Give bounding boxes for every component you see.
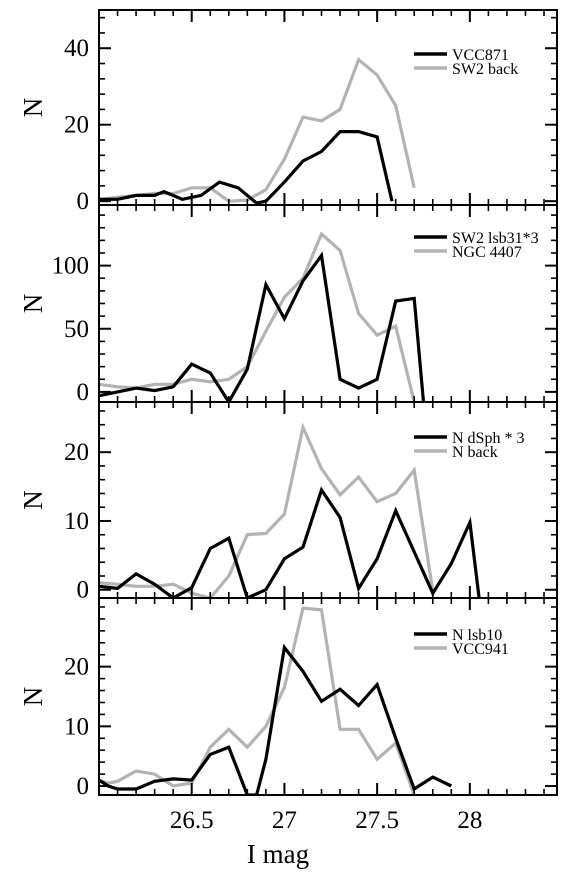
y-tick-label: 40 bbox=[64, 35, 89, 62]
x-tick-label: 27.5 bbox=[355, 807, 399, 834]
y-axis-label: N bbox=[18, 294, 48, 314]
legend-label: VCC871 bbox=[452, 47, 509, 64]
series-line-primary bbox=[99, 643, 452, 795]
panel-3: 0 10 20 N N dSph * 3N back bbox=[18, 401, 558, 604]
legend-label: SW2 lsb31*3 bbox=[452, 230, 539, 247]
panel-frame bbox=[98, 597, 558, 796]
y-axis-label: N bbox=[18, 490, 48, 510]
series-line-secondary bbox=[99, 422, 435, 598]
y-tick-label: 50 bbox=[64, 316, 89, 343]
series-line-primary bbox=[99, 130, 394, 205]
y-tick-label: 0 bbox=[77, 188, 90, 215]
series-line-primary bbox=[99, 251, 426, 402]
series-line-secondary bbox=[99, 606, 416, 795]
x-tick-label: 27 bbox=[272, 807, 297, 834]
legend-label: N lsb10 bbox=[452, 627, 502, 644]
series-line-primary bbox=[99, 486, 481, 598]
y-tick-label: 100 bbox=[52, 253, 90, 280]
y-tick-label: 20 bbox=[64, 654, 89, 681]
series-line-secondary bbox=[99, 57, 416, 203]
y-tick-label: 10 bbox=[64, 508, 89, 535]
legend-label: N back bbox=[452, 444, 498, 461]
legend-label: N dSph * 3 bbox=[452, 430, 524, 447]
panel-frame bbox=[98, 9, 558, 206]
y-tick-label: 0 bbox=[77, 773, 90, 800]
y-tick-label: 20 bbox=[64, 439, 89, 466]
y-tick-label: 20 bbox=[64, 112, 89, 139]
y-tick-label: 10 bbox=[64, 713, 89, 740]
legend-label: NGC 4407 bbox=[452, 244, 522, 261]
legend-label: SW2 back bbox=[452, 61, 518, 78]
y-tick-label: 0 bbox=[77, 577, 90, 604]
y-tick-label: 0 bbox=[77, 379, 90, 406]
legend-label: VCC941 bbox=[452, 641, 509, 658]
y-axis-label: N bbox=[18, 687, 48, 707]
y-axis-label: N bbox=[18, 98, 48, 118]
x-tick-label: 28 bbox=[457, 807, 482, 834]
x-axis-label: I mag bbox=[247, 839, 309, 869]
x-tick-label: 26.5 bbox=[170, 807, 214, 834]
series-line-secondary bbox=[99, 231, 416, 402]
